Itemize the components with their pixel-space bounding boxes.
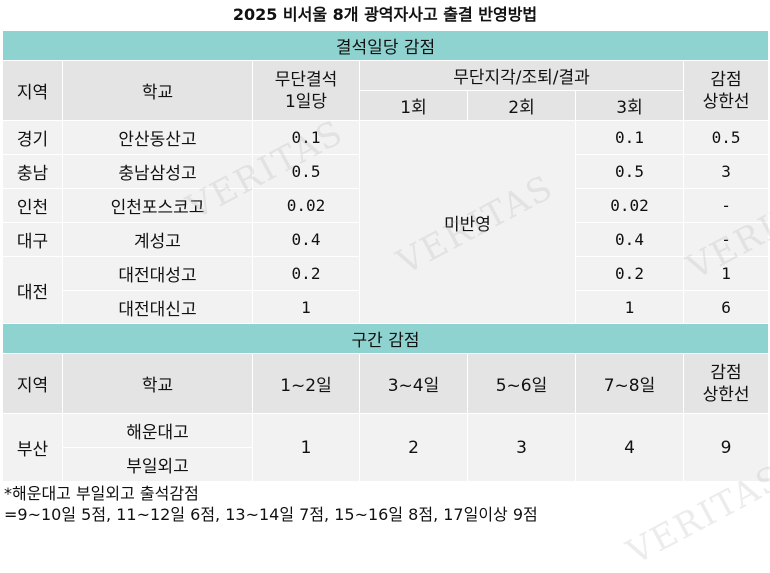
header-school: 학교 — [62, 353, 253, 414]
header-cap-line1: 감점 — [710, 362, 742, 383]
cell-absence: 0.5 — [252, 154, 360, 189]
cell-school: 대전대신고 — [62, 290, 253, 324]
cell-range-4: 4 — [575, 413, 684, 482]
cell-region: 부산 — [2, 413, 63, 482]
section1-banner: 결석일당 감점 — [1, 30, 770, 61]
table-row: 부일외고 — [3, 447, 769, 482]
cell-region: 인천 — [2, 188, 63, 223]
header-absence-line1: 무단결석 — [274, 69, 338, 90]
cell-tardy3: 0.5 — [575, 154, 684, 189]
table-row: 경기 안산동산고 0.1 미반영 0.1 0.5 — [2, 120, 770, 324]
table-row: 대전 대전대성고 0.2 0.2 1 — [2, 256, 770, 324]
table-row: 부산 해운대고 1 2 3 4 9 — [2, 413, 770, 482]
header-range-3: 5~6일 — [467, 353, 576, 414]
cell-school: 안산동산고 — [62, 120, 253, 155]
header-range-1: 1~2일 — [252, 353, 360, 414]
page-title: 2025 비서울 8개 광역자사고 출결 반영방법 — [232, 5, 538, 24]
header-range-2: 3~4일 — [359, 353, 468, 414]
cell-school: 충남삼성고 — [62, 154, 253, 189]
header-range-4: 7~8일 — [575, 353, 684, 414]
cell-region: 경기 — [2, 120, 63, 155]
header-tardy-1: 1회 — [359, 90, 468, 121]
cell-tardy3: 0.1 — [575, 120, 684, 155]
cell-not-applied: 미반영 — [359, 120, 576, 324]
cell-absence: 0.2 — [252, 256, 360, 291]
cell-cap: - — [682, 222, 770, 257]
section2-banner: 구간 감점 — [1, 323, 770, 354]
header-cap: 감점 상한선 — [682, 60, 770, 121]
table-row: 대전대신고 1 1 6 — [3, 290, 770, 324]
cell-school: 대전대성고 — [62, 256, 253, 291]
cell-cap: 1 — [682, 256, 770, 291]
table-row: 대구 계성고 0.4 0.4 - — [2, 222, 770, 257]
header-tardy-2: 2회 — [467, 90, 576, 121]
cell-tardy3: 1 — [575, 290, 684, 324]
cell-range-1: 1 — [252, 413, 360, 482]
header-cap: 감점 상한선 — [682, 353, 770, 414]
header-tardy-3: 3회 — [575, 90, 684, 121]
cell-cap: 9 — [682, 413, 770, 482]
header-cap-line2: 상한선 — [702, 91, 750, 112]
cell-region: 충남 — [2, 154, 63, 189]
header-school: 학교 — [62, 60, 253, 121]
cell-absence: 0.02 — [252, 188, 360, 223]
header-region: 지역 — [2, 353, 63, 414]
cell-region: 대전 — [2, 256, 63, 324]
attendance-table: 결석일당 감점 지역 학교 무단결석 1일당 무단지각/조퇴/결과 감점 상한선… — [1, 30, 770, 482]
footnote: *해운대고 부일외고 출석감점 =9~10일 5점, 11~12일 6점, 13… — [4, 483, 764, 525]
cell-cap: 0.5 — [682, 120, 770, 155]
header-absence-line2: 1일당 — [284, 91, 328, 112]
footnote-line1: *해운대고 부일외고 출석감점 — [4, 484, 199, 503]
header-cap-line2: 상한선 — [702, 384, 750, 405]
cell-tardy3: 0.02 — [575, 188, 684, 223]
cell-school: 부일외고 — [62, 447, 253, 482]
header-tardy-group: 무단지각/조퇴/결과 — [359, 60, 684, 91]
cell-tardy3: 0.2 — [575, 256, 684, 291]
cell-school: 해운대고 — [62, 413, 253, 448]
cell-tardy3: 0.4 — [575, 222, 684, 257]
cell-absence: 0.4 — [252, 222, 360, 257]
cell-cap: - — [682, 188, 770, 223]
cell-absence: 0.1 — [252, 120, 360, 155]
cell-cap: 6 — [682, 290, 770, 324]
cell-school: 계성고 — [62, 222, 253, 257]
cell-range-3: 3 — [467, 413, 576, 482]
table-row: 충남 충남삼성고 0.5 0.5 3 — [2, 154, 770, 189]
cell-range-2: 2 — [359, 413, 468, 482]
header-absence-per-day: 무단결석 1일당 — [252, 60, 360, 121]
cell-cap: 3 — [682, 154, 770, 189]
header-region: 지역 — [2, 60, 63, 121]
footnote-line2: =9~10일 5점, 11~12일 6점, 13~14일 7점, 15~16일 … — [4, 505, 538, 524]
cell-absence: 1 — [252, 290, 360, 324]
header-cap-line1: 감점 — [710, 69, 742, 90]
cell-region: 대구 — [2, 222, 63, 257]
cell-school: 인천포스코고 — [62, 188, 253, 223]
